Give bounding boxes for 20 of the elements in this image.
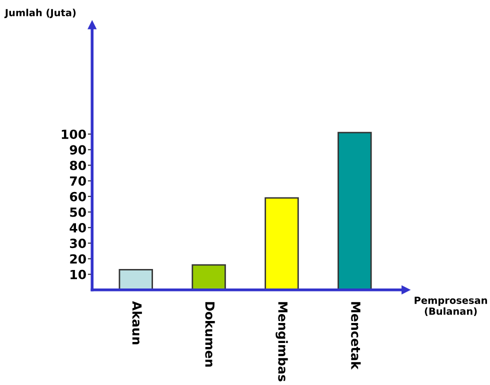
x-tick-label: Dokumen xyxy=(205,302,215,367)
x-tick-label: Akaun xyxy=(132,301,142,344)
y-axis-title: Jumlah (Juta) xyxy=(4,8,76,18)
y-tick-label: 20 xyxy=(70,254,86,264)
y-tick-label: 30 xyxy=(70,238,86,248)
x-tick-label: Mencetak xyxy=(351,302,361,370)
bar xyxy=(338,132,372,290)
y-tick-label: 80 xyxy=(70,160,86,170)
x-axis-title: Pemprosesan (Bulanan) xyxy=(414,296,488,316)
y-tick-label: 60 xyxy=(70,192,86,202)
bar xyxy=(192,264,226,290)
y-tick-label: 70 xyxy=(70,176,86,186)
y-tick-label: 10 xyxy=(70,270,86,280)
y-tick-label: 50 xyxy=(70,207,86,217)
y-tick-label: 40 xyxy=(70,223,86,233)
bar xyxy=(118,268,153,290)
x-tick-label: Mengimbas xyxy=(276,302,288,382)
bar xyxy=(264,197,299,290)
y-tick-label: 100 xyxy=(62,130,86,140)
y-tick-label: 90 xyxy=(70,145,86,155)
